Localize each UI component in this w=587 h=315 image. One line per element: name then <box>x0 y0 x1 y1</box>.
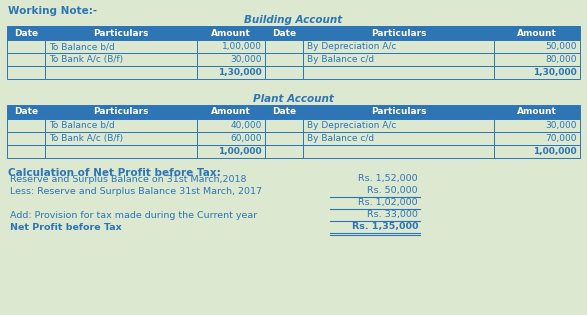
Text: Date: Date <box>14 28 38 37</box>
Text: Particulars: Particulars <box>371 28 426 37</box>
Bar <box>303 105 494 119</box>
Text: 1,00,000: 1,00,000 <box>222 42 262 51</box>
Bar <box>197 119 265 132</box>
Text: By Balance c/d: By Balance c/d <box>307 55 375 64</box>
Text: Rs. 1,35,000: Rs. 1,35,000 <box>352 222 418 232</box>
Text: Net Profit before Tax: Net Profit before Tax <box>10 222 122 232</box>
Bar <box>303 145 494 158</box>
Bar <box>197 105 265 119</box>
Bar <box>197 53 265 66</box>
Text: Particulars: Particulars <box>93 107 149 117</box>
Bar <box>197 26 265 40</box>
Bar <box>197 145 265 158</box>
Text: By Depreciation A/c: By Depreciation A/c <box>307 42 397 51</box>
Text: Rs. 1,52,000: Rs. 1,52,000 <box>359 175 418 184</box>
Bar <box>265 132 303 145</box>
Bar <box>197 40 265 53</box>
Bar <box>7 145 45 158</box>
Bar <box>265 53 303 66</box>
Bar <box>7 119 45 132</box>
Bar <box>265 40 303 53</box>
Bar <box>45 119 197 132</box>
Bar <box>7 132 45 145</box>
Text: Plant Account: Plant Account <box>253 94 334 104</box>
Text: Less: Reserve and Surplus Balance 31st March, 2017: Less: Reserve and Surplus Balance 31st M… <box>10 186 262 196</box>
Text: Date: Date <box>272 28 296 37</box>
Bar <box>303 26 494 40</box>
Bar <box>265 145 303 158</box>
Bar <box>197 66 265 79</box>
Bar <box>45 105 197 119</box>
Text: Calculation of Net Profit before Tax:: Calculation of Net Profit before Tax: <box>8 168 221 178</box>
Bar <box>303 132 494 145</box>
Bar <box>494 119 580 132</box>
Bar <box>45 132 197 145</box>
Bar <box>45 26 197 40</box>
Text: 1,00,000: 1,00,000 <box>534 147 577 156</box>
Text: 30,000: 30,000 <box>545 121 577 130</box>
Text: Amount: Amount <box>211 107 251 117</box>
Bar <box>303 119 494 132</box>
Bar <box>494 145 580 158</box>
Text: 1,00,000: 1,00,000 <box>218 147 262 156</box>
Bar <box>494 26 580 40</box>
Bar <box>7 26 45 40</box>
Text: 1,30,000: 1,30,000 <box>533 68 577 77</box>
Text: To Bank A/c (B/f): To Bank A/c (B/f) <box>49 55 123 64</box>
Text: Reserve and Surplus Balance on 31st March,2018: Reserve and Surplus Balance on 31st Marc… <box>10 175 247 184</box>
Bar <box>494 40 580 53</box>
Bar <box>265 105 303 119</box>
Bar <box>265 119 303 132</box>
Bar <box>7 105 45 119</box>
Bar <box>45 66 197 79</box>
Text: Particulars: Particulars <box>93 28 149 37</box>
Bar <box>197 132 265 145</box>
Bar <box>45 145 197 158</box>
Text: Rs. 50,000: Rs. 50,000 <box>367 186 418 196</box>
Text: Add: Provision for tax made during the Current year: Add: Provision for tax made during the C… <box>10 210 257 220</box>
Bar <box>494 132 580 145</box>
Text: Working Note:-: Working Note:- <box>8 6 97 16</box>
Text: To Balance b/d: To Balance b/d <box>49 121 115 130</box>
Text: 1,30,000: 1,30,000 <box>218 68 262 77</box>
Text: Amount: Amount <box>211 28 251 37</box>
Text: 40,000: 40,000 <box>231 121 262 130</box>
Text: 50,000: 50,000 <box>545 42 577 51</box>
Bar <box>494 66 580 79</box>
Text: Particulars: Particulars <box>371 107 426 117</box>
Bar <box>265 26 303 40</box>
Text: By Depreciation A/c: By Depreciation A/c <box>307 121 397 130</box>
Bar <box>7 66 45 79</box>
Text: Date: Date <box>14 107 38 117</box>
Bar <box>303 53 494 66</box>
Text: Amount: Amount <box>517 107 557 117</box>
Bar <box>494 105 580 119</box>
Text: Rs. 1,02,000: Rs. 1,02,000 <box>359 198 418 208</box>
Text: Rs. 33,000: Rs. 33,000 <box>367 210 418 220</box>
Text: Amount: Amount <box>517 28 557 37</box>
Bar <box>45 53 197 66</box>
Text: Building Account: Building Account <box>244 15 343 25</box>
Text: By Balance c/d: By Balance c/d <box>307 134 375 143</box>
Bar <box>303 40 494 53</box>
Bar <box>7 40 45 53</box>
Text: Date: Date <box>272 107 296 117</box>
Text: 60,000: 60,000 <box>230 134 262 143</box>
Text: 70,000: 70,000 <box>545 134 577 143</box>
Text: To Bank A/c (B/f): To Bank A/c (B/f) <box>49 134 123 143</box>
Text: To Balance b/d: To Balance b/d <box>49 42 115 51</box>
Text: 80,000: 80,000 <box>545 55 577 64</box>
Bar <box>45 40 197 53</box>
Bar <box>303 66 494 79</box>
Bar <box>265 66 303 79</box>
Bar <box>494 53 580 66</box>
Text: 30,000: 30,000 <box>230 55 262 64</box>
Bar <box>7 53 45 66</box>
